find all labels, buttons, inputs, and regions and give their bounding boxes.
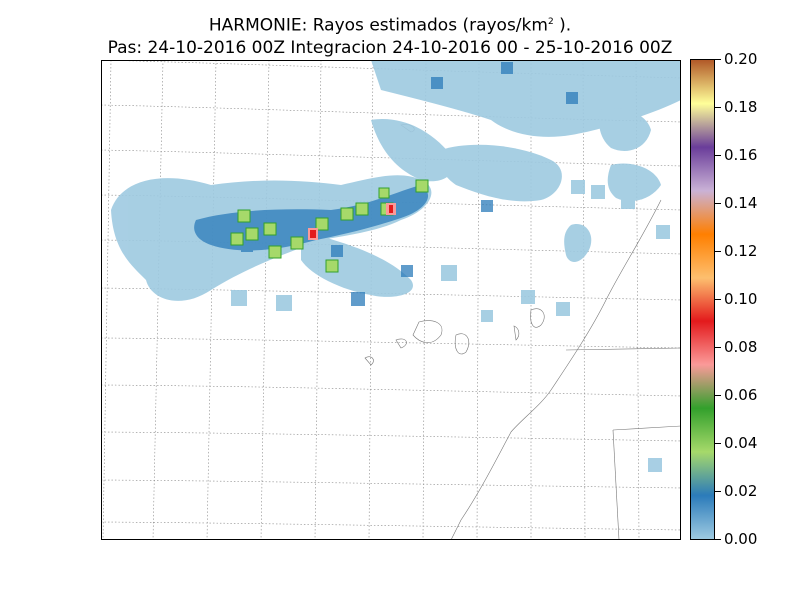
colorbar-tick (715, 299, 721, 300)
colorbar-tick (715, 251, 721, 252)
colorbar-tick-label: 0.08 (724, 338, 758, 356)
colorbar-tick (715, 347, 721, 348)
lightning-field-low (111, 60, 681, 472)
colorbar-tick-label: 0.20 (724, 50, 758, 68)
colorbar-tick-label: 0.14 (724, 194, 758, 212)
colorbar-tick (715, 59, 721, 60)
coastline (364, 124, 681, 540)
colorbar-tick (715, 203, 721, 204)
colorbar-tick-label: 0.00 (724, 530, 758, 548)
lightning-field-peak (308, 203, 396, 240)
colorbar-tick (715, 539, 721, 540)
colorbar-tick (715, 443, 721, 444)
colorbar-tick (715, 395, 721, 396)
colorbar-tick-label: 0.12 (724, 242, 758, 260)
map-subtitle: Pas: 24-10-2016 00Z Integracion 24-10-20… (107, 38, 673, 58)
lightning-map (101, 60, 681, 540)
colorbar-tick-label: 0.16 (724, 146, 758, 164)
colorbar (690, 59, 715, 540)
colorbar-tick (715, 491, 721, 492)
colorbar-tick-label: 0.06 (724, 386, 758, 404)
colorbar-tick-label: 0.18 (724, 98, 758, 116)
colorbar-tick-label: 0.02 (724, 482, 758, 500)
colorbar-tick (715, 107, 721, 108)
map-title: HARMONIE: Rayos estimados (rayos/km2 ). (208, 15, 572, 36)
colorbar-tick-label: 0.04 (724, 434, 758, 452)
colorbar-tick-label: 0.10 (724, 290, 758, 308)
colorbar-tick (715, 155, 721, 156)
